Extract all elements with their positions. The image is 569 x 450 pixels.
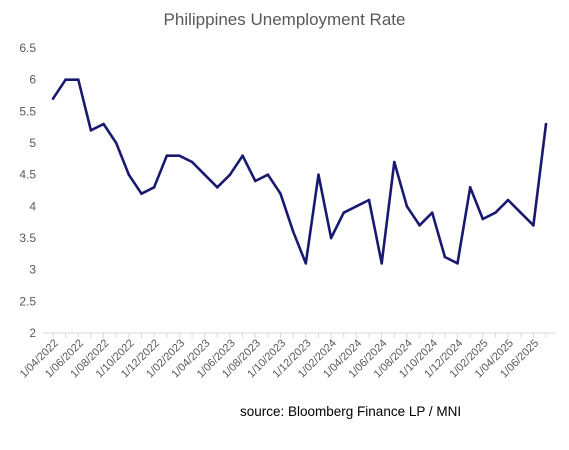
y-tick-label: 4: [29, 199, 36, 213]
data-point: [102, 122, 105, 126]
data-point: [178, 154, 181, 157]
data-point: [456, 262, 459, 265]
data-point: [405, 205, 409, 208]
series-line: [51, 78, 548, 265]
y-tick-label: 3.5: [19, 231, 36, 245]
data-point: [228, 173, 232, 176]
data-point: [418, 224, 421, 227]
data-point: [253, 179, 257, 183]
y-tick-label: 2.5: [19, 294, 36, 308]
data-point: [114, 141, 118, 145]
data-point: [64, 78, 67, 81]
y-tick-label: 4.5: [19, 168, 36, 182]
y-tick-label: 5: [29, 136, 36, 150]
data-point: [317, 173, 320, 176]
data-point: [140, 192, 143, 195]
data-point: [152, 186, 156, 189]
data-point: [494, 211, 497, 214]
chart-title: Philippines Unemployment Rate: [163, 10, 406, 29]
y-tick-label: 3: [29, 263, 36, 277]
data-point: [367, 198, 371, 202]
data-point: [51, 97, 55, 100]
data-point: [216, 186, 219, 189]
data-point: [291, 230, 295, 233]
y-tick-label: 6.5: [19, 41, 36, 55]
y-tick-label: 6: [29, 73, 36, 87]
data-point: [519, 211, 523, 214]
series-points: [51, 78, 548, 265]
data-point: [89, 129, 93, 132]
data-point: [393, 160, 396, 164]
data-point: [468, 186, 472, 189]
data-point: [76, 78, 80, 81]
data-point: [506, 198, 510, 202]
data-point: [190, 160, 194, 164]
data-point: [481, 217, 485, 221]
data-point: [380, 262, 383, 265]
data-point: [430, 211, 434, 214]
y-tick-label: 2: [29, 326, 36, 340]
data-point: [304, 262, 308, 265]
data-point: [355, 205, 358, 208]
x-axis-ticks: 1/04/20221/06/20221/08/20221/10/20221/12…: [18, 333, 547, 380]
data-point: [342, 211, 346, 214]
chart-source: source: Bloomberg Finance LP / MNI: [240, 404, 462, 419]
data-point: [241, 154, 244, 157]
y-axis-ticks: 2 2.5 3 3.5 4 4.5 5 5.5 6 6.5: [19, 41, 36, 340]
data-point: [443, 255, 447, 259]
data-point: [127, 173, 131, 176]
data-point: [544, 122, 548, 126]
data-point: [165, 154, 169, 157]
data-point: [532, 224, 535, 227]
y-tick-label: 5.5: [19, 104, 36, 118]
data-point: [266, 173, 270, 176]
data-point: [203, 173, 206, 176]
data-point: [329, 236, 333, 240]
data-point: [279, 192, 282, 195]
